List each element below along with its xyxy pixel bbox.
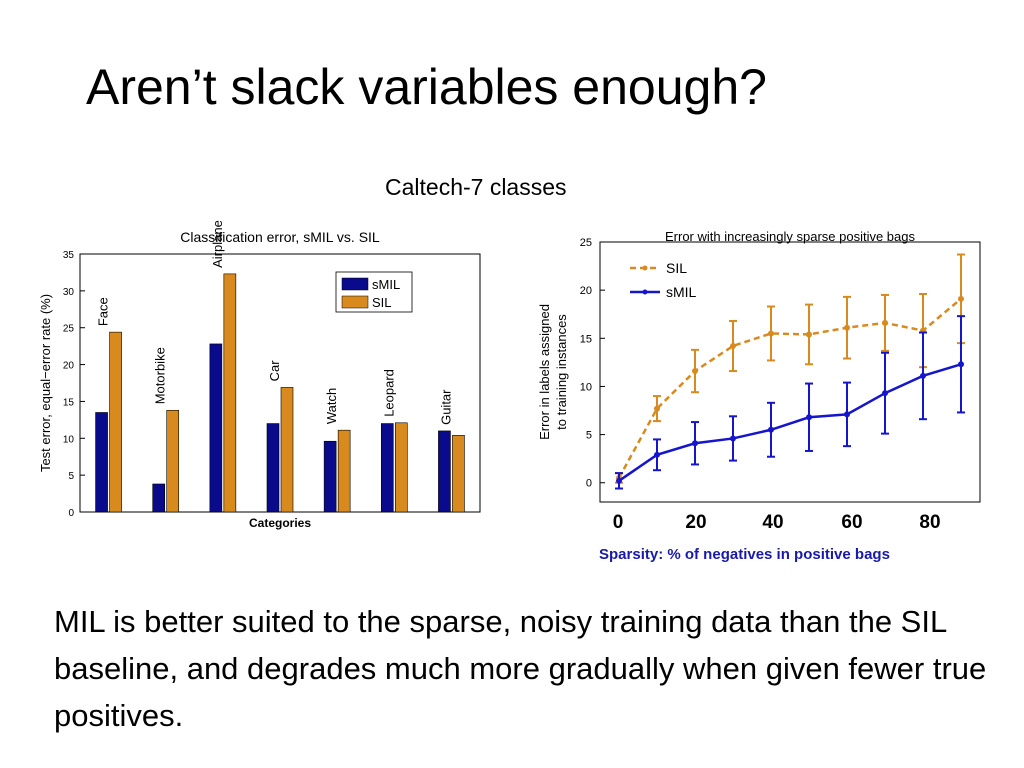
- data-point-SIL: [806, 331, 812, 338]
- data-point-SIL: [768, 330, 774, 337]
- series-line-SIL: [617, 297, 962, 479]
- data-point-sMIL: [844, 411, 850, 418]
- legend-label: SIL: [372, 295, 392, 310]
- data-point-sMIL: [768, 426, 774, 433]
- x-axis-label: Categories: [249, 516, 311, 530]
- legend-marker-sMIL: [642, 289, 648, 295]
- bar-SIL: [166, 409, 180, 513]
- data-point-sMIL: [730, 435, 736, 442]
- y-tick-label: 20: [63, 361, 75, 372]
- data-point-sMIL: [806, 414, 812, 421]
- bar-sMIL: [438, 430, 451, 513]
- bar-sMIL: [323, 440, 337, 513]
- sparsity-tick-label: 0: [612, 512, 624, 533]
- data-point-SIL: [844, 324, 850, 331]
- category-label: Motorbike: [153, 347, 168, 404]
- y-tick-label: 5: [68, 471, 74, 482]
- legend-swatch: [341, 295, 369, 309]
- category-label: Leopard: [381, 369, 396, 417]
- plot-frame: [599, 241, 981, 503]
- y-tick-label: 10: [580, 381, 592, 393]
- slide-title: Aren’t slack variables enough?: [86, 59, 767, 115]
- chart-subtitle: Caltech-7 classes: [385, 174, 567, 200]
- bar-SIL: [223, 273, 237, 513]
- category-label: Airplane: [210, 220, 225, 268]
- bar-SIL: [280, 387, 294, 513]
- bar-sMIL: [152, 483, 166, 513]
- sparsity-tick-label: 20: [685, 512, 707, 533]
- y-axis-label-line2: to training instances: [554, 314, 569, 430]
- series-line-sMIL: [618, 363, 962, 482]
- y-tick-label: 15: [63, 397, 75, 408]
- y-tick-label: 10: [63, 434, 75, 445]
- legend-label: sMIL: [666, 284, 697, 300]
- legend-label: SIL: [666, 260, 687, 276]
- y-tick-label: 5: [586, 430, 592, 442]
- bar-sMIL: [95, 412, 108, 513]
- legend-label: sMIL: [372, 277, 400, 292]
- data-point-SIL: [882, 319, 888, 326]
- bar-SIL: [394, 422, 408, 513]
- y-tick-label: 0: [68, 508, 74, 519]
- bar-SIL: [109, 331, 122, 513]
- data-point-SIL: [730, 343, 736, 349]
- chart-title: Error with increasingly sparse positive …: [665, 229, 915, 244]
- category-label: Car: [267, 360, 282, 382]
- bar-sMIL: [380, 423, 394, 513]
- y-tick-label: 25: [63, 324, 75, 335]
- body-text: MIL is better suited to the sparse, nois…: [54, 604, 987, 733]
- category-label: Watch: [324, 388, 339, 424]
- sparsity-tick-label: 40: [762, 512, 784, 533]
- data-point-sMIL: [692, 440, 698, 447]
- legend-swatch: [341, 277, 369, 291]
- category-label: Guitar: [438, 389, 453, 425]
- legend-marker-SIL: [642, 265, 648, 271]
- bar-sMIL: [209, 343, 223, 513]
- sparsity-tick-label: 60: [841, 512, 863, 533]
- chart-title: Classification error, sMIL vs. SIL: [180, 229, 380, 245]
- y-tick-label: 35: [63, 250, 75, 261]
- bar-SIL: [337, 429, 351, 513]
- y-tick-label: 30: [63, 287, 75, 298]
- sparsity-tick-label: 80: [919, 512, 941, 533]
- y-tick-label: 25: [580, 237, 592, 249]
- data-point-SIL: [654, 405, 660, 412]
- data-point-sMIL: [616, 477, 622, 484]
- bar-chart: Classification error, sMIL vs. SIL 0 5 10 15…: [38, 220, 481, 530]
- data-point-sMIL: [882, 390, 888, 397]
- bar-sMIL: [266, 423, 280, 513]
- bar-SIL: [452, 435, 465, 513]
- y-tick-label: 0: [586, 478, 592, 490]
- y-axis-label: Test error, equal−error rate (%): [38, 294, 53, 472]
- data-point-sMIL: [654, 451, 660, 458]
- data-point-SIL: [692, 368, 698, 375]
- plot-frame: [79, 253, 481, 513]
- data-point-sMIL: [958, 361, 964, 368]
- line-chart: Error with increasingly sparse positive …: [537, 229, 981, 503]
- data-point-SIL: [958, 295, 964, 302]
- y-axis-label-line1: Error in labels assigned: [537, 304, 552, 440]
- y-tick-label: 20: [580, 285, 592, 297]
- sparsity-axis-label: Sparsity: % of negatives in positive bag…: [599, 546, 890, 563]
- data-point-sMIL: [920, 372, 926, 379]
- category-label: Face: [96, 297, 111, 326]
- y-tick-label: 15: [580, 333, 592, 345]
